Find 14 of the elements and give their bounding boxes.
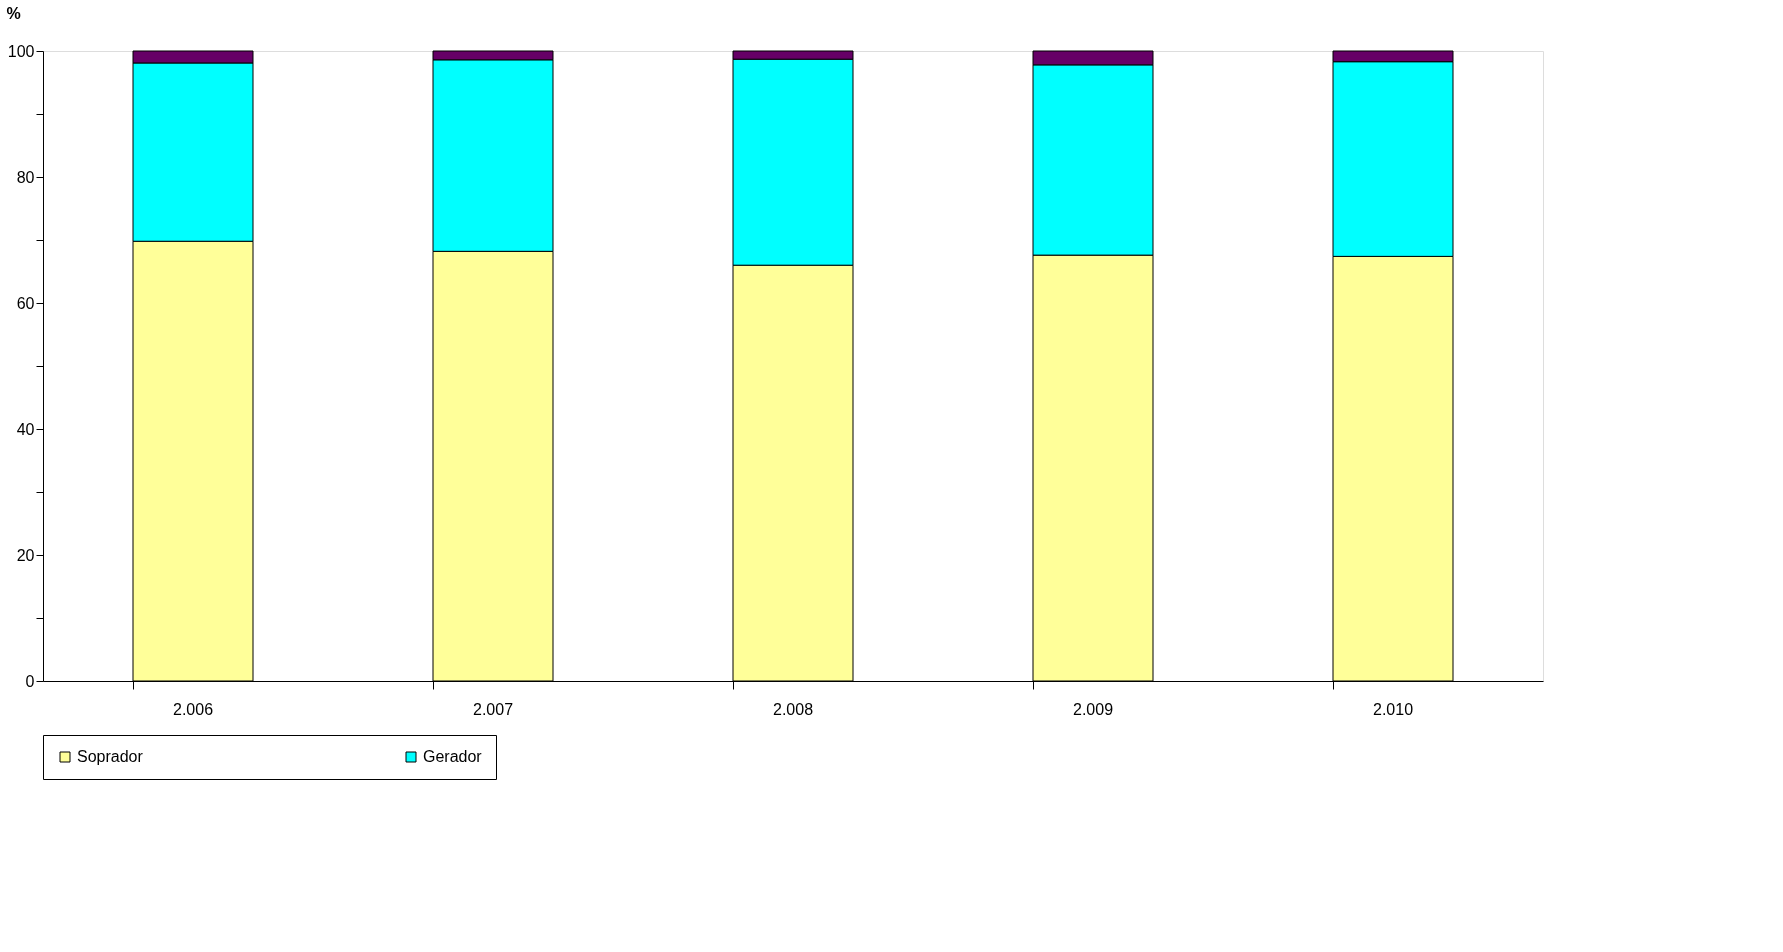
legend-label: Gerador: [423, 748, 483, 765]
legend-label: Soprador: [77, 748, 144, 765]
y-tick-label: 20: [16, 546, 35, 564]
x-tick-label: 2.010: [1372, 700, 1414, 718]
y-tick-label: 80: [16, 168, 35, 186]
x-tick-label: 2.008: [772, 700, 814, 718]
y-tick-label: 0: [25, 672, 35, 690]
y-axis-title: %: [6, 4, 21, 22]
x-tick-label: 2.007: [472, 700, 514, 718]
y-tick-label: 60: [16, 294, 35, 312]
x-tick-label: 2.006: [172, 700, 214, 718]
x-tick-label: 2.009: [1072, 700, 1114, 718]
y-tick-label: 40: [16, 420, 35, 438]
y-tick-label: 100: [7, 42, 35, 60]
